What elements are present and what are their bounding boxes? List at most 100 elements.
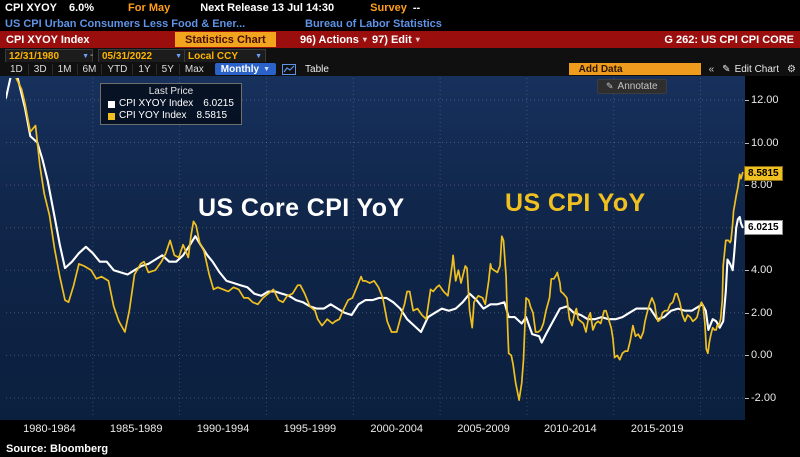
last-price-badge: 6.0215: [744, 220, 783, 236]
price-chart-plot[interactable]: [6, 78, 744, 418]
collapse-icon[interactable]: «: [708, 63, 715, 75]
chevron-down-icon: ▾: [362, 35, 367, 44]
currency-value: Local CCY: [188, 50, 239, 62]
core-cpi-line: [6, 78, 744, 344]
range-ytd[interactable]: YTD: [102, 63, 134, 75]
security-name: CPI XYOY Index: [6, 33, 90, 46]
range-presets: 1D 3D 1M 6M YTD 1Y 5Y Max: [5, 62, 209, 76]
date-range-separator: -: [90, 49, 94, 61]
currency-select[interactable]: Local CCY ▼: [184, 49, 266, 63]
y-axis-tick: [745, 397, 749, 399]
table-button[interactable]: Table: [305, 63, 329, 75]
survey-label: Survey: [370, 2, 407, 14]
edit-menu[interactable]: 97) Edit ▾: [372, 31, 420, 48]
series-color-chip: [108, 100, 115, 108]
chart-id-title: G 262: US CPI CPI CORE: [664, 33, 794, 46]
end-date-value: 05/31/2022: [102, 50, 153, 62]
ticker-symbol: CPI XYOY: [5, 2, 57, 14]
actions-menu[interactable]: 96) Actions ▾: [300, 31, 367, 48]
range-3d[interactable]: 3D: [29, 63, 53, 75]
range-1m[interactable]: 1M: [53, 63, 78, 75]
end-date-field[interactable]: 05/31/2022 ▼: [98, 49, 186, 63]
footer-bar: Source: Bloomberg: [0, 440, 800, 457]
headline-cpi-annotation: US CPI YoY: [505, 189, 646, 217]
range-1d[interactable]: 1D: [5, 63, 29, 75]
security-header-bar: CPI XYOY 6.0% For May Next Release 13 Ju…: [0, 0, 800, 16]
y-axis-tick: [745, 312, 749, 314]
security-description-bar: US CPI Urban Consumers Less Food & Ener.…: [0, 16, 800, 31]
chart-tools-toolbar: 1D 3D 1M 6M YTD 1Y 5Y Max Monthly ▼ Table…: [0, 62, 800, 76]
security-description-link[interactable]: US CPI Urban Consumers Less Food & Ener.…: [5, 17, 246, 30]
command-highlight-field[interactable]: Statistics Chart: [175, 32, 276, 47]
y-axis-label: 4.00: [751, 264, 773, 277]
edit-menu-label: 97) Edit: [372, 33, 412, 46]
y-axis-tick: [745, 270, 749, 272]
chart-type-icon[interactable]: [282, 63, 297, 75]
annotate-button[interactable]: ✎ Annotate: [597, 79, 667, 94]
ticker-last-value: 6.0%: [68, 2, 95, 14]
core-cpi-annotation: US Core CPI YoY: [198, 194, 405, 222]
series-label: CPI XYOY Index: [119, 98, 194, 109]
y-axis-tick: [745, 142, 749, 144]
series-last-value: 8.5815: [196, 110, 228, 121]
start-date-field[interactable]: 12/31/1980 ▼: [5, 49, 93, 63]
survey-value: --: [412, 2, 421, 14]
range-max[interactable]: Max: [184, 63, 204, 75]
x-axis-label: 2015-2019: [630, 423, 684, 435]
actions-menu-label: 96) Actions: [300, 33, 359, 46]
annotate-icon: ✎: [606, 81, 614, 91]
chart-panel: Last Price CPI XYOY Index 6.0215 CPI YOY…: [0, 76, 800, 440]
toolbar-right-cluster: Add Data « ✎ Edit Chart ⚙: [568, 62, 796, 76]
x-axis-label: 1995-1999: [283, 423, 337, 435]
frequency-value: Monthly: [220, 63, 260, 75]
range-1y[interactable]: 1Y: [133, 63, 157, 75]
y-axis-tick: [745, 185, 749, 187]
y-axis-label: 8.00: [751, 179, 773, 192]
y-axis-label: -2.00: [751, 391, 777, 404]
y-axis-tick: [745, 99, 749, 101]
x-axis-label: 2000-2004: [370, 423, 424, 435]
start-date-value: 12/31/1980: [9, 50, 60, 62]
source-attribution: Source: Bloomberg: [6, 442, 109, 455]
series-color-chip: [108, 112, 115, 120]
chevron-down-icon: ▼: [263, 65, 271, 73]
legend-title: Last Price: [148, 86, 194, 97]
x-axis-label: 2010-2014: [544, 423, 597, 435]
edit-chart-label: Edit Chart: [734, 63, 780, 75]
next-release-label: Next Release 13 Jul 14:30: [200, 2, 335, 14]
dropdown-icon: ▼: [175, 52, 182, 60]
dropdown-icon: ▼: [255, 52, 262, 60]
pencil-icon: ✎: [722, 63, 731, 75]
chevron-down-icon: ▾: [415, 35, 420, 44]
x-axis-label: 1980-1984: [23, 423, 76, 435]
frequency-select[interactable]: Monthly ▼: [214, 63, 277, 75]
plot-background: [0, 76, 745, 420]
range-6m[interactable]: 6M: [78, 63, 103, 75]
series-last-value: 6.0215: [203, 98, 234, 109]
y-axis-label: 12.00: [751, 93, 779, 106]
x-axis-label: 1990-1994: [196, 423, 250, 435]
last-price-badge: 8.5815: [744, 165, 783, 181]
x-axis-label: 2005-2009: [457, 423, 510, 435]
series-label: CPI YOY Index: [119, 110, 187, 121]
headline-cpi-line: [15, 78, 744, 401]
source-organization: Bureau of Labor Statistics: [305, 17, 442, 30]
annotate-label: Annotate: [617, 81, 658, 92]
legend-item: CPI YOY Index 8.5815: [108, 110, 234, 122]
edit-chart-button[interactable]: ✎ Edit Chart: [722, 64, 779, 75]
date-range-toolbar: 12/31/1980 ▼ - 05/31/2022 ▼ Local CCY ▼: [0, 48, 800, 63]
chart-legend: Last Price CPI XYOY Index 6.0215 CPI YOY…: [100, 83, 242, 125]
function-title-bar: CPI XYOY Index Statistics Chart 96) Acti…: [0, 31, 800, 48]
settings-gear-icon[interactable]: ⚙: [787, 63, 796, 75]
range-5y[interactable]: 5Y: [157, 63, 180, 75]
y-axis-label: 0.00: [751, 349, 773, 362]
x-axis-label: 1985-1989: [109, 423, 163, 435]
dropdown-icon: ▼: [82, 52, 89, 60]
y-axis-label: 2.00: [751, 306, 773, 319]
period-label: For May: [128, 2, 171, 14]
y-axis-label: 10.00: [751, 136, 779, 149]
legend-item: CPI XYOY Index 6.0215: [108, 98, 234, 110]
add-data-button[interactable]: Add Data: [568, 63, 701, 75]
y-axis-tick: [745, 355, 749, 357]
